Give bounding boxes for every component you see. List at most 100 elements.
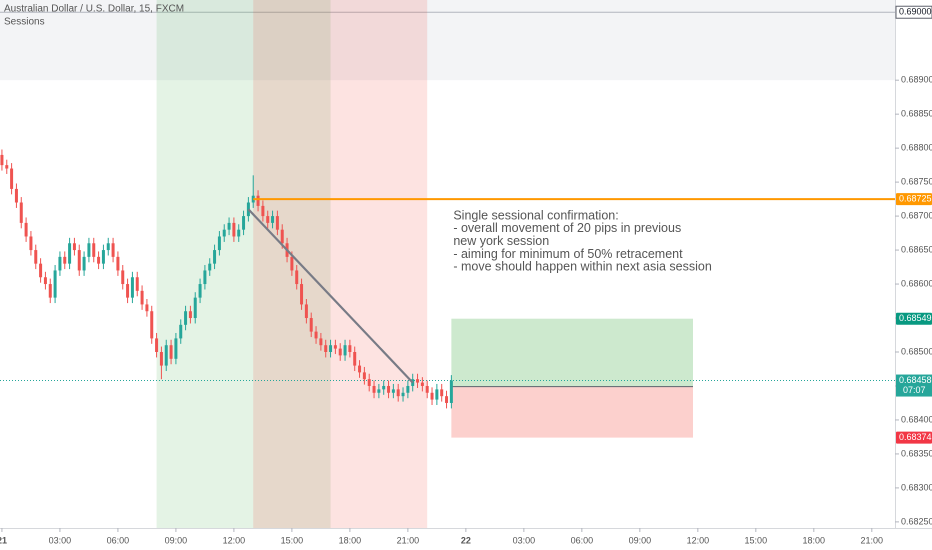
candle-body — [324, 345, 328, 352]
candle-body — [140, 290, 144, 305]
candle-body — [184, 311, 188, 325]
candle-body — [198, 284, 202, 298]
y-tick-label: 0.68650 — [901, 244, 932, 254]
candle-body — [130, 277, 134, 298]
x-tick-label: 15:00 — [745, 535, 768, 545]
y-tick-label: 0.68800 — [901, 143, 932, 153]
annotation-line: - overall movement of 20 pips in previou… — [453, 221, 681, 235]
candle-body — [382, 385, 386, 390]
y-tick-label: 0.68700 — [901, 210, 932, 220]
candle-body — [82, 256, 86, 271]
x-tick-label: 03:00 — [513, 535, 536, 545]
candle-body — [256, 195, 260, 206]
top-band — [0, 0, 895, 81]
last-price-tag: 0.68458 — [899, 375, 932, 385]
y-tick-label: 0.68900 — [901, 75, 932, 85]
candle-body — [87, 243, 91, 257]
level-tag: 0.68725 — [899, 193, 932, 203]
candle-body — [174, 338, 178, 359]
background-layer — [0, 0, 895, 528]
target-tag: 0.68549 — [899, 313, 932, 323]
candle-body — [34, 250, 38, 264]
candle-body — [338, 348, 342, 356]
candle-body — [106, 243, 110, 251]
y-tick-label: 0.68250 — [901, 516, 932, 526]
candle-body — [43, 277, 47, 285]
x-tick-label: 22 — [461, 535, 471, 545]
candle-body — [164, 345, 168, 366]
loss-zone — [451, 386, 693, 438]
y-tick-label: 0.68400 — [901, 414, 932, 424]
candle-body — [155, 338, 159, 352]
candle-body — [295, 270, 299, 285]
candle-body — [290, 256, 294, 271]
trend-line — [247, 208, 414, 384]
last-price-tag-bg — [896, 374, 932, 397]
candle-body — [179, 324, 183, 339]
candle-body — [372, 385, 376, 393]
axes-layer: 0.68900 0.68850 0.68800 0.68750 0.68700 0.686… — [0, 5, 932, 545]
x-tick-label: 06:00 — [571, 535, 594, 545]
candle-body — [266, 216, 270, 223]
candle-body — [97, 256, 101, 264]
candle-body — [135, 277, 139, 291]
candle-body — [14, 188, 18, 203]
candle-body — [150, 311, 154, 339]
annotation-line: new york session — [453, 234, 549, 248]
candle-body — [261, 205, 265, 217]
candle-body — [159, 352, 163, 366]
y-tick-label: 0.68600 — [901, 278, 932, 288]
candle-body — [280, 229, 284, 244]
candle-body — [222, 229, 226, 237]
candle-body — [213, 250, 217, 264]
candle-body — [193, 297, 197, 319]
x-tick-label: 06:00 — [107, 535, 130, 545]
x-tick-label: 12:00 — [687, 535, 710, 545]
candle-body — [126, 284, 130, 298]
top-level-tag: 0.69000 — [899, 7, 932, 17]
candle-body — [208, 263, 212, 271]
candle-body — [309, 318, 313, 332]
candle-body — [232, 222, 236, 237]
level-tag-bg — [896, 193, 932, 206]
candle-body — [300, 284, 304, 305]
candle-body — [304, 304, 308, 319]
x-tick-label: 15:00 — [281, 535, 304, 545]
y-tick-label: 0.68500 — [901, 346, 932, 356]
candle-body — [145, 304, 149, 312]
target-tag-bg — [896, 312, 932, 325]
profit-zone — [451, 318, 693, 387]
chart-title: Australian Dollar / U.S. Dollar, 15, FXC… — [4, 4, 184, 15]
candle-body — [24, 222, 28, 237]
candle-body — [237, 229, 241, 237]
candle-body — [48, 284, 52, 298]
x-tick-label: 21 — [0, 535, 7, 545]
candle-body — [435, 389, 439, 400]
candle-body — [416, 379, 420, 383]
candle-body — [445, 396, 449, 403]
candle-body — [430, 392, 434, 400]
y-tick-label: 0.68300 — [901, 482, 932, 492]
stop-tag: 0.68374 — [899, 432, 932, 442]
candle-body — [72, 243, 76, 251]
candle-body — [39, 263, 43, 278]
x-tick-label: 21:00 — [397, 535, 420, 545]
candle-body — [406, 385, 410, 393]
countdown: 07:07 — [903, 385, 926, 395]
candle-body — [188, 311, 192, 319]
candle-body — [53, 270, 57, 298]
session-band — [253, 0, 428, 528]
indicator-name: Sessions — [4, 17, 45, 28]
candle-body — [271, 216, 275, 223]
candle-body — [396, 389, 400, 397]
candle-body — [353, 352, 357, 366]
candle-body — [29, 236, 33, 251]
y-tick-label: 0.68750 — [901, 176, 932, 186]
x-tick-label: 03:00 — [49, 535, 72, 545]
candle-body — [58, 256, 62, 271]
candle-body — [10, 168, 14, 189]
candle-body — [362, 372, 366, 380]
candle-body — [5, 165, 9, 169]
